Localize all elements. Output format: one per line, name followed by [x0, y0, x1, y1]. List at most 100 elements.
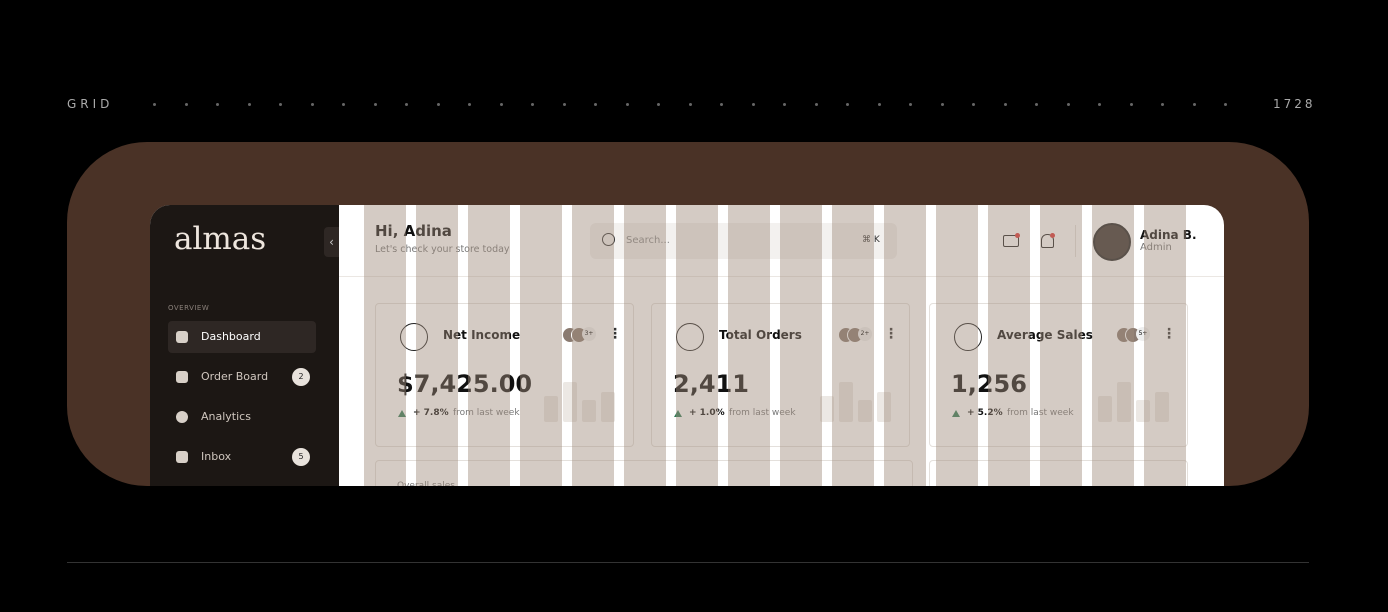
user-name: Adina B. [1140, 228, 1197, 242]
dot [688, 103, 692, 106]
card-change-note: from last week [729, 408, 796, 418]
dot [499, 103, 503, 106]
trend-up [952, 410, 960, 417]
avatar-more: 2+ [858, 327, 872, 341]
panel-title: Overall sales [397, 481, 455, 486]
dot [247, 103, 251, 106]
trend-up [674, 410, 682, 417]
logo: almas [174, 221, 267, 257]
avatar[interactable] [1093, 223, 1131, 261]
subtitle: Let's check your store today [375, 244, 510, 255]
decor-bar [839, 382, 853, 422]
card-change: + 1.0% [689, 408, 725, 418]
dot [1003, 103, 1007, 106]
avatar-more: 5+ [1136, 327, 1150, 341]
trend-up [398, 410, 406, 417]
card-change: + 7.8% [413, 408, 449, 418]
collapse-button[interactable]: ‹ [324, 227, 339, 257]
dot [405, 103, 408, 106]
stat-card: Total Orders 2+ ⋮ 2,411 + 1.0% from last week [651, 303, 910, 447]
avatar-more: 3+ [582, 327, 596, 341]
notification-dot [1050, 233, 1055, 238]
dot [216, 103, 219, 106]
nav-item[interactable]: Dashboard [168, 321, 316, 353]
user-role: Admin [1140, 242, 1172, 253]
search-placeholder: Search... [626, 235, 670, 246]
search-icon [602, 233, 615, 246]
card-title: Total Orders [719, 328, 802, 342]
card-menu[interactable]: ⋮ [884, 326, 898, 342]
dot [468, 103, 471, 106]
decor-bar [582, 400, 596, 422]
dot [720, 103, 723, 106]
dot [562, 103, 566, 106]
card-icon [400, 323, 428, 351]
notification-dot [1015, 233, 1020, 238]
card-change-note: from last week [453, 408, 520, 418]
dot [1161, 103, 1164, 106]
dot [972, 103, 975, 106]
sidebar: almas ‹ OVERVIEW Dashboard Order Board 2 … [150, 205, 339, 486]
dot [877, 103, 881, 106]
card-value: 1,256 [951, 370, 1027, 398]
nav-item[interactable]: Analytics [168, 401, 316, 433]
decor-bar [544, 396, 558, 422]
card-icon [676, 323, 704, 351]
bell-icon[interactable] [1041, 234, 1054, 248]
decor-bar [563, 382, 577, 422]
nav-label: Inbox [201, 450, 232, 463]
card-title: Net Income [443, 328, 521, 342]
dot [1224, 103, 1227, 106]
dot [1192, 103, 1196, 106]
dot [310, 103, 314, 106]
dot [279, 103, 282, 106]
card-value: 2,411 [673, 370, 749, 398]
card-change: + 5.2% [967, 408, 1003, 418]
dot [783, 103, 786, 106]
dot [1035, 103, 1038, 106]
overall-panel: Overall sales [375, 460, 913, 486]
dot [531, 103, 534, 106]
nav-item[interactable]: Order Board 2 [168, 361, 316, 393]
card-menu[interactable]: ⋮ [608, 326, 622, 342]
decor-bar [1155, 392, 1169, 422]
card-menu[interactable]: ⋮ [1162, 326, 1176, 342]
dot [1066, 103, 1070, 106]
grid-width: 1728 [1273, 97, 1316, 111]
shortcut: ⌘ K [862, 235, 880, 245]
dot [1098, 103, 1101, 106]
header-border [339, 276, 1224, 277]
badge: 2 [292, 368, 310, 386]
dot [625, 103, 629, 106]
bottom-rule [67, 562, 1309, 563]
card-icon [954, 323, 982, 351]
side-panel [929, 460, 1188, 486]
card-title: Average Sales [997, 328, 1093, 342]
decor-bar [601, 392, 615, 422]
dot [184, 103, 188, 106]
dot [846, 103, 849, 106]
decor-bar [1136, 400, 1150, 422]
frame: almas ‹ OVERVIEW Dashboard Order Board 2 … [67, 142, 1309, 486]
dot [373, 103, 377, 106]
card-value: $7,425.00 [397, 370, 533, 398]
section-label: OVERVIEW [168, 304, 210, 312]
dot [657, 103, 660, 106]
divider [1075, 225, 1076, 257]
dot [436, 103, 440, 106]
mail-icon[interactable] [1003, 235, 1019, 247]
nav-label: Dashboard [201, 330, 261, 343]
grid-label: GRID [67, 97, 114, 111]
decor-bar [877, 392, 891, 422]
search-box[interactable]: Search... ⌘ K [590, 223, 897, 259]
badge: 5 [292, 448, 310, 466]
nav-item[interactable]: Inbox 5 [168, 441, 316, 473]
dot [1129, 103, 1133, 106]
dot [153, 103, 156, 106]
dot [594, 103, 597, 106]
stat-card: Net Income 3+ ⋮ $7,425.00 + 7.8% from last we… [375, 303, 634, 447]
decor-bar [1098, 396, 1112, 422]
dot [909, 103, 912, 106]
dot [342, 103, 345, 106]
